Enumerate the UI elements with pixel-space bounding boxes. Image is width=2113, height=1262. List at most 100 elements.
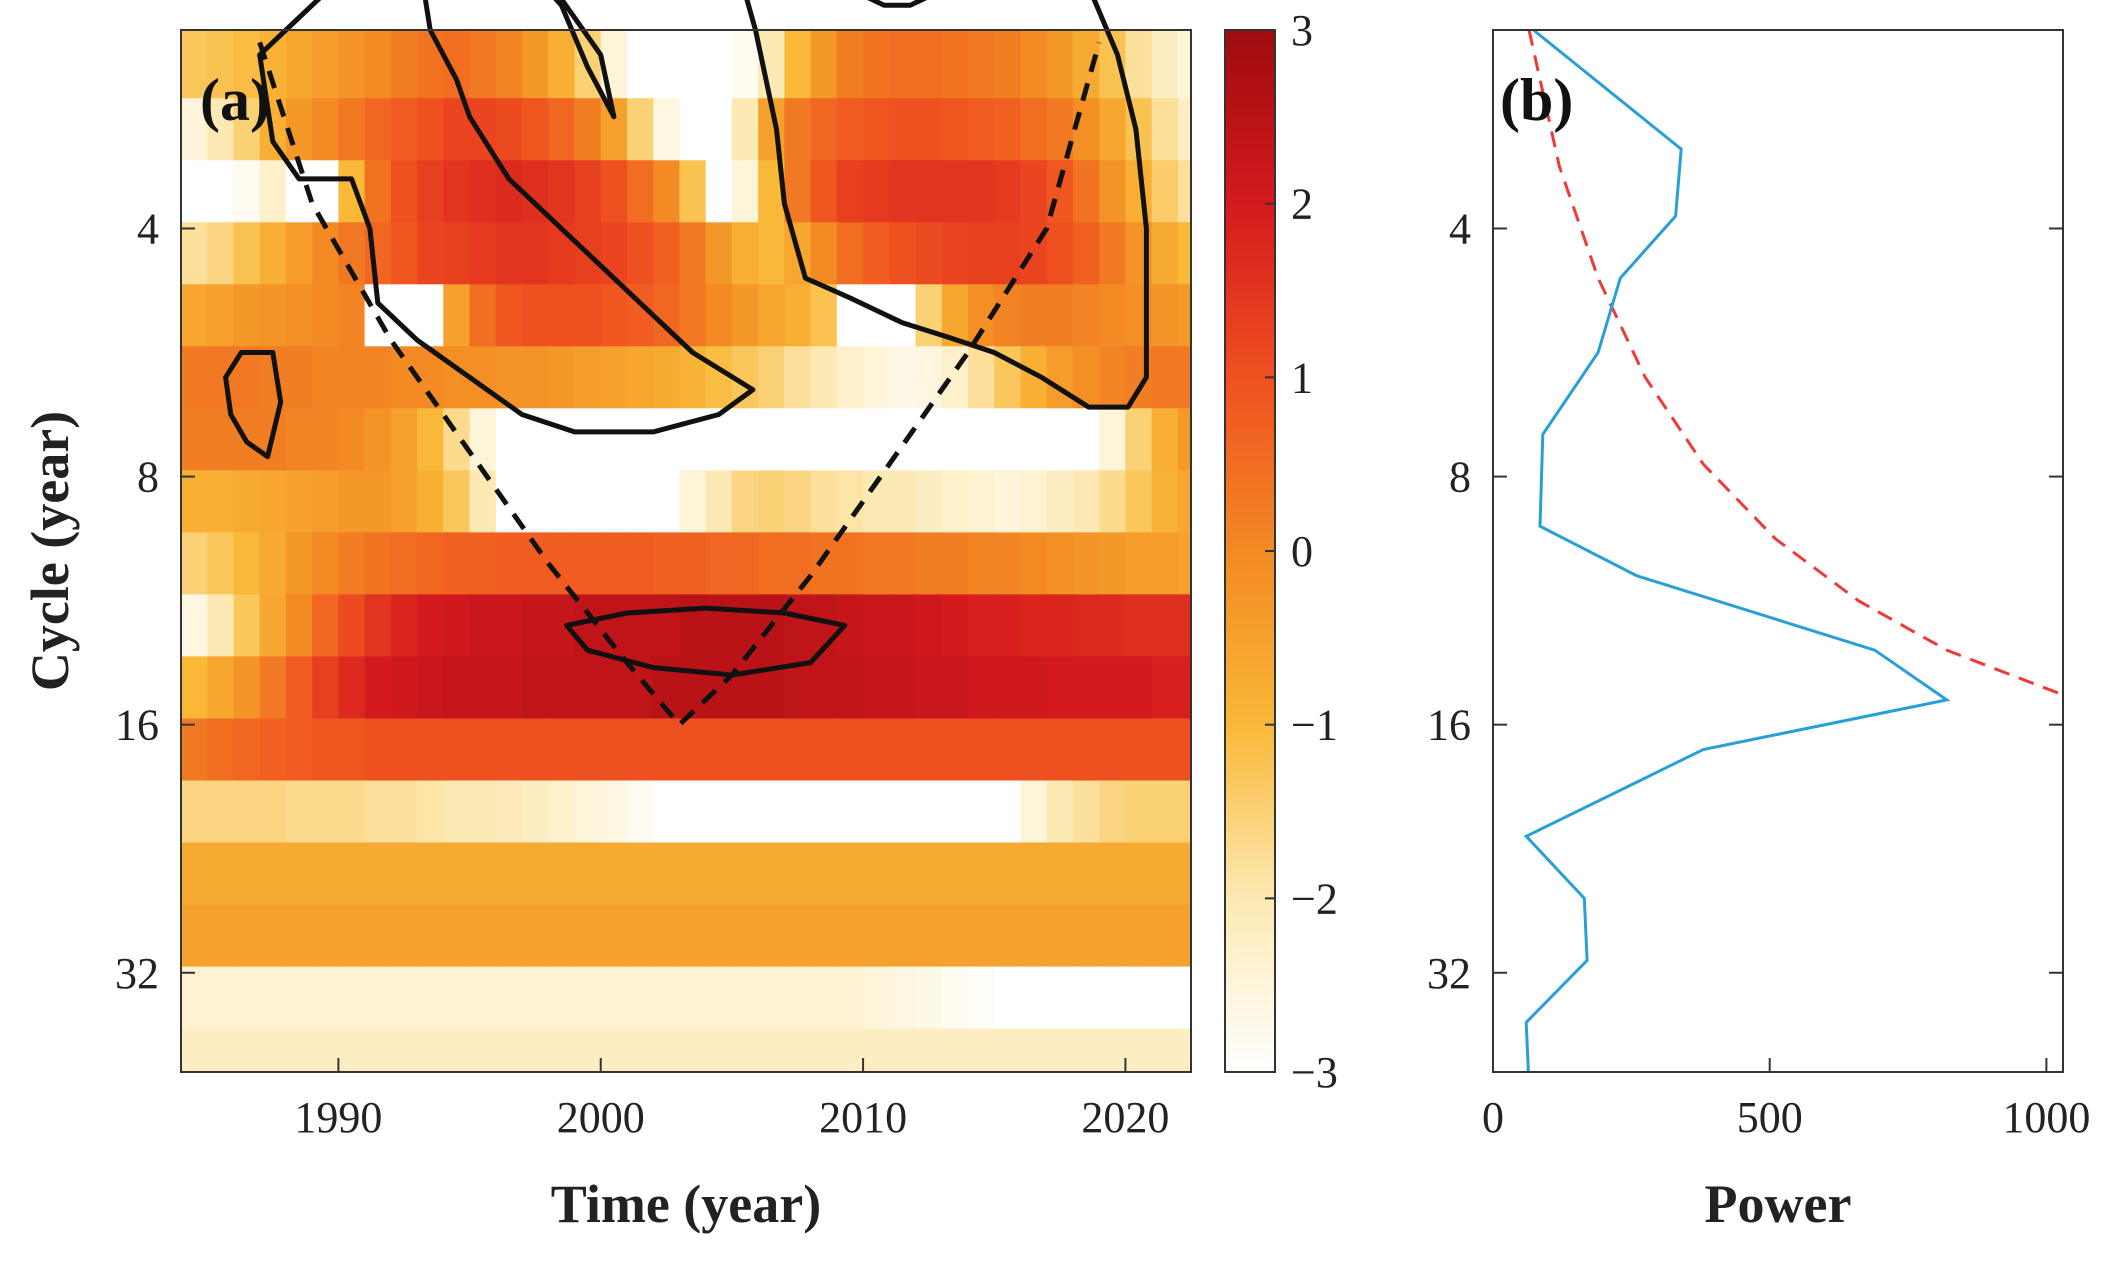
heatmap-cell <box>941 780 969 844</box>
heatmap-cell <box>758 718 786 782</box>
heatmap-cell <box>548 718 576 782</box>
heatmap-cell <box>758 1028 786 1073</box>
heatmap-cell <box>574 532 602 596</box>
heatmap-cell <box>627 160 654 224</box>
heatmap-cell <box>443 594 471 658</box>
heatmap-cell <box>364 470 392 534</box>
heatmap-cell <box>417 904 445 968</box>
heatmap-cell <box>758 780 786 844</box>
heatmap-cell <box>338 98 366 161</box>
heatmap-cell <box>994 1028 1022 1073</box>
heatmap-cell <box>207 284 235 348</box>
heatmap-cell <box>941 532 969 596</box>
heatmap-cell <box>679 98 707 161</box>
heatmap-cell <box>1151 98 1179 161</box>
heatmap-cell <box>705 966 733 1030</box>
heatmap-cell <box>1151 718 1179 782</box>
heatmap-cell <box>653 904 681 968</box>
heatmap-cell <box>522 904 549 968</box>
heatmap-cell <box>731 30 759 99</box>
heatmap-cell <box>600 408 628 472</box>
heatmap-cell <box>207 160 235 224</box>
heatmap-cell <box>968 594 995 658</box>
heatmap-cell <box>889 1028 917 1073</box>
heatmap-cell <box>731 1028 759 1073</box>
heatmap-cell <box>1125 966 1153 1030</box>
heatmap-cell <box>364 904 392 968</box>
heatmap-cell <box>1151 594 1179 658</box>
heatmap-cell <box>627 408 654 472</box>
heatmap-cell <box>968 346 995 410</box>
heatmap-cell <box>1099 98 1127 161</box>
heatmap-cell <box>548 966 576 1030</box>
heatmap-cell <box>338 842 366 906</box>
heatmap-cell <box>889 30 917 99</box>
heatmap-cell <box>836 718 864 782</box>
heatmap-cell <box>338 656 366 720</box>
heatmap-cell <box>653 842 681 906</box>
heatmap-cell <box>915 30 943 99</box>
heatmap-cell <box>522 656 549 720</box>
heatmap-cell <box>758 842 786 906</box>
heatmap-cell <box>233 842 261 906</box>
heatmap-cell <box>705 346 733 410</box>
heatmap-cell <box>181 160 208 224</box>
heatmap-cell <box>364 98 392 161</box>
heatmap-cell <box>731 470 759 534</box>
heatmap-cell <box>495 594 523 658</box>
panel-b-x-ticks: 0 500 1000 <box>1482 1058 2090 1142</box>
heatmap-cell <box>810 284 838 348</box>
heatmap-cell <box>312 842 340 906</box>
heatmap-cell <box>390 470 418 534</box>
heatmap-cell <box>469 966 497 1030</box>
heatmap-cell <box>469 284 497 348</box>
heatmap-cell <box>863 98 891 161</box>
significance-contour <box>564 605 848 678</box>
heatmap-cell <box>1177 30 1192 99</box>
heatmap-cell <box>810 222 838 286</box>
heatmap-cell <box>417 780 445 844</box>
significance-contour <box>223 350 284 460</box>
heatmap-cell <box>207 408 235 472</box>
heatmap-cell <box>312 408 340 472</box>
heatmap-cell <box>574 98 602 161</box>
heatmap-cell <box>259 532 287 596</box>
x-tick-label: 1000 <box>2002 1093 2090 1142</box>
heatmap-cell <box>994 532 1022 596</box>
heatmap-cell <box>600 842 628 906</box>
heatmap-cell <box>863 1028 891 1073</box>
heatmap-cell <box>338 532 366 596</box>
heatmap-cell <box>285 780 313 844</box>
x-tick-label: 2020 <box>1081 1093 1169 1142</box>
heatmap-cell <box>469 222 497 286</box>
heatmap-cell <box>390 160 418 224</box>
heatmap-cell <box>574 842 602 906</box>
heatmap-cell <box>364 656 392 720</box>
heatmap-cell <box>836 408 864 472</box>
heatmap-cell <box>574 656 602 720</box>
heatmap-cell <box>1072 222 1100 286</box>
heatmap-cell <box>548 532 576 596</box>
heatmap-cell <box>285 718 313 782</box>
heatmap-cell <box>181 346 208 410</box>
heatmap-cell <box>259 1028 287 1073</box>
heatmap-cell <box>731 222 759 286</box>
heatmap-cell <box>653 718 681 782</box>
panel-b-frame <box>1492 29 2064 1073</box>
heatmap-cell <box>443 842 471 906</box>
heatmap-cell <box>627 470 654 534</box>
colorbar-tick-label: 3 <box>1291 6 1313 55</box>
heatmap-cell <box>1099 408 1127 472</box>
heatmap-cell <box>417 594 445 658</box>
heatmap-cell <box>469 408 497 472</box>
heatmap-cell <box>574 718 602 782</box>
heatmap-cell <box>784 780 812 844</box>
heatmap-cell <box>338 594 366 658</box>
heatmap-cell <box>679 656 707 720</box>
heatmap-cell <box>784 1028 812 1073</box>
heatmap-cell <box>731 284 759 348</box>
heatmap-cell <box>705 780 733 844</box>
heatmap-cell <box>810 30 838 99</box>
heatmap-cell <box>1072 594 1100 658</box>
heatmap-cell <box>285 346 313 410</box>
